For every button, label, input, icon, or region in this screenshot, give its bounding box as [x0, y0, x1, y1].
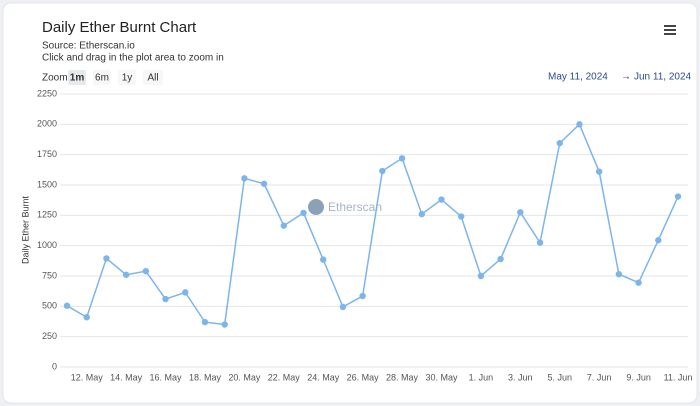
point [260, 180, 268, 187]
point [556, 139, 563, 147]
y-tick-label: 1000 [37, 240, 57, 250]
point [201, 318, 209, 326]
y-tick-label: 1250 [37, 210, 57, 220]
zoom-button-label[interactable]: 1y [122, 73, 133, 84]
point [63, 302, 71, 309]
y-tick-label: 2250 [37, 88, 57, 98]
x-tick-label: 12. May [71, 372, 104, 382]
x-tick-label: 18. May [189, 372, 222, 382]
point [280, 222, 288, 229]
zoom-button[interactable] [68, 70, 86, 85]
point [615, 270, 623, 278]
range-to[interactable]: Jun 11, 2024 [634, 72, 692, 83]
y-axis-label: Daily Ether Burnt [20, 195, 30, 264]
y-tick-label: 0 [52, 361, 57, 371]
point [300, 209, 307, 217]
point [418, 210, 425, 218]
line [66, 123, 679, 326]
point [359, 292, 366, 300]
zoom-label: Zoom [42, 73, 68, 84]
x-tick-label: 16. May [150, 372, 183, 382]
zoom-button-label[interactable]: All [147, 73, 158, 84]
range-arrow: → [621, 72, 631, 83]
zoom-button-label[interactable]: 6m [95, 73, 109, 84]
x-tick-label: 28. May [386, 372, 419, 382]
point [339, 303, 347, 311]
note: Click and drag in the plot area to zoom … [42, 53, 224, 64]
point [576, 121, 583, 128]
x-tick-label: 26. May [347, 372, 380, 382]
zoom-button[interactable] [93, 70, 111, 85]
y-tick-label: 2000 [37, 119, 57, 129]
x-tick-label: 30. May [425, 372, 458, 382]
point [674, 193, 682, 200]
point [379, 167, 386, 175]
x-tick-label: 3. Jun [508, 372, 533, 382]
y-tick-label: 750 [42, 270, 57, 280]
subtitle: Source: Etherscan.io [42, 41, 135, 52]
watermark-logo [308, 199, 324, 215]
x-tick-label: 22. May [268, 372, 301, 382]
y-tick-label: 250 [42, 331, 57, 341]
x-tick-label: 7. Jun [587, 372, 612, 382]
point [162, 295, 169, 303]
point [438, 196, 445, 203]
point [122, 271, 130, 278]
y-tick-label: 500 [42, 301, 57, 311]
watermark: Etherscan [328, 200, 382, 214]
point [83, 314, 90, 321]
zoom-button-label[interactable]: 1m [70, 73, 85, 84]
y-tick-label: 1750 [37, 149, 57, 159]
point [595, 168, 603, 175]
point [497, 255, 504, 263]
zoom-button[interactable] [143, 70, 163, 85]
x-tick-label: 9. Jun [626, 372, 651, 382]
point [241, 175, 248, 182]
x-tick-label: 1. Jun [469, 372, 494, 382]
point [398, 155, 406, 162]
x-tick-label: 14. May [110, 372, 143, 382]
point [320, 256, 327, 263]
point [142, 267, 150, 275]
x-tick-label: 20. May [228, 372, 261, 382]
point [457, 213, 465, 220]
range-from[interactable]: May 11, 2024 [548, 72, 608, 83]
point [221, 321, 228, 328]
chart-title: Daily Ether Burnt Chart [42, 19, 197, 36]
point [536, 239, 544, 246]
x-tick-label: 11. Jun [664, 372, 693, 382]
y-tick-label: 1500 [37, 179, 57, 189]
point [635, 279, 642, 286]
point [103, 255, 110, 262]
point [517, 209, 524, 216]
x-tick-label: 24. May [307, 372, 340, 382]
menu-button[interactable] [664, 25, 676, 35]
x-tick-label: 5. Jun [547, 372, 572, 382]
point [655, 237, 662, 244]
point [477, 272, 485, 280]
zoom-button[interactable] [118, 70, 136, 85]
point [182, 289, 189, 296]
